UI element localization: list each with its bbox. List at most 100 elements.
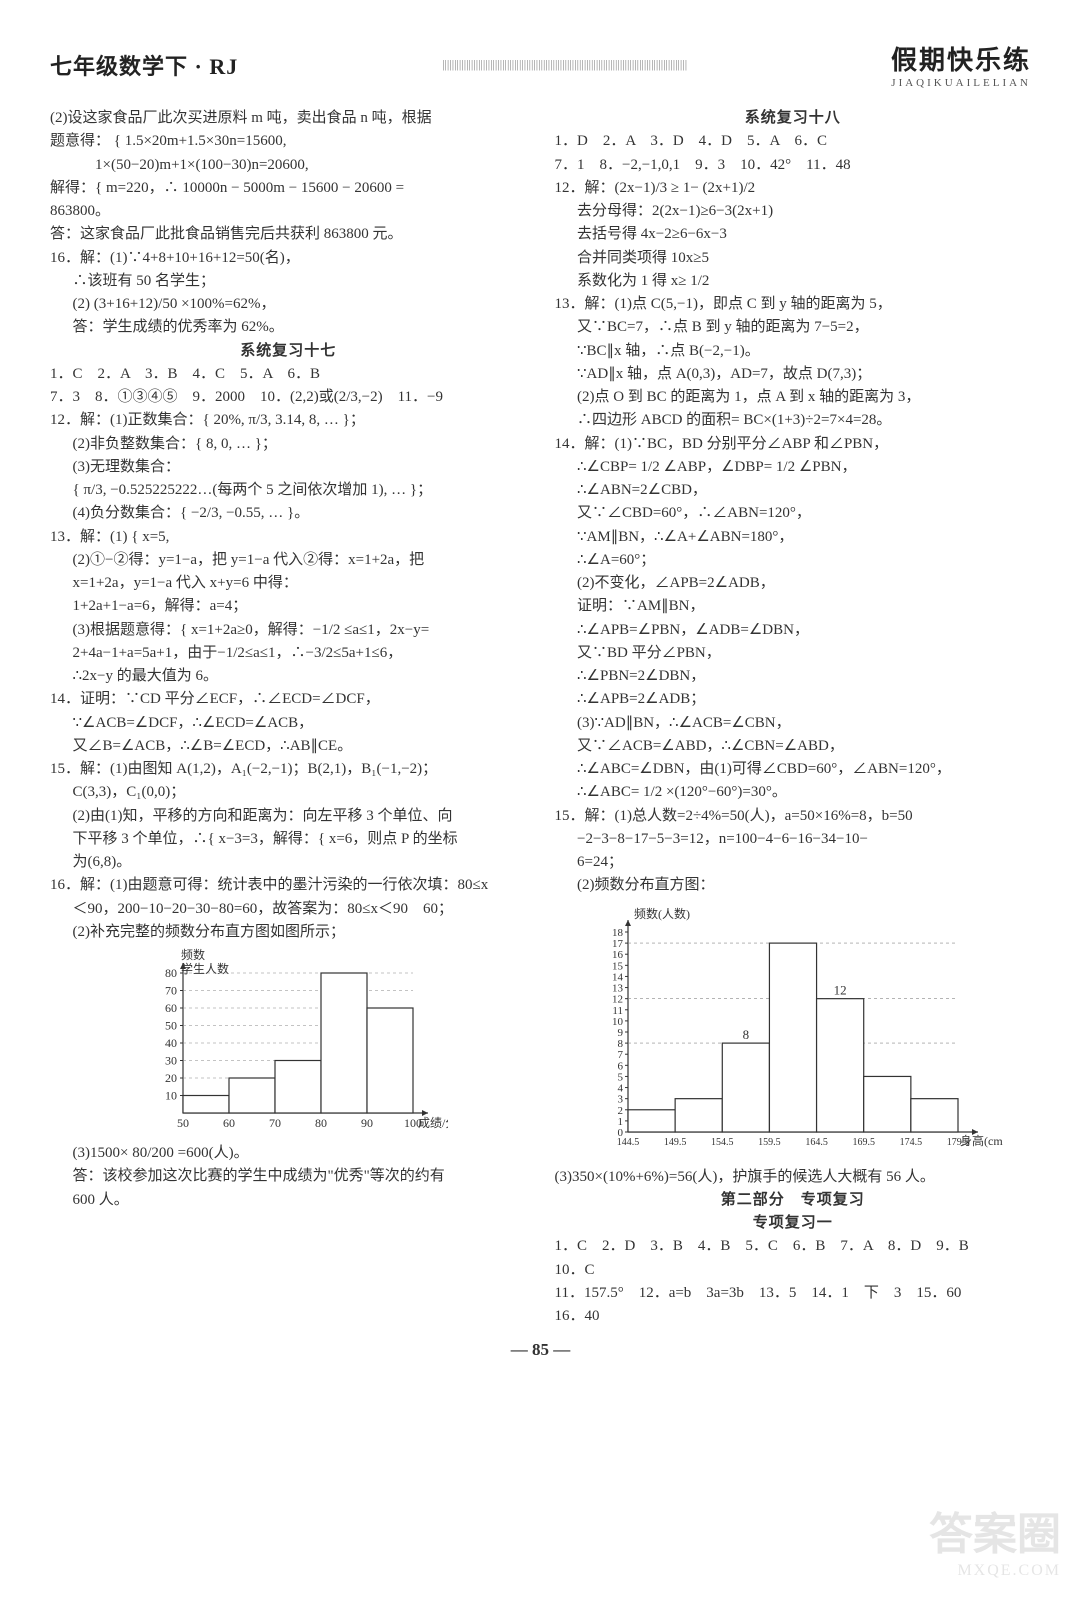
text-line: ∴∠ABC=∠DBN，由(1)可得∠CBD=60°，∠ABN=120°， [555, 758, 1032, 781]
section-title-sub1: 专项复习一 [555, 1212, 1032, 1235]
svg-text:169.5: 169.5 [852, 1137, 875, 1148]
left-column: (2)设这家食品厂此次买进原料 m 吨，卖出食品 n 吨，根据 题意得： { 1… [50, 107, 527, 1328]
text-line: 1．D 2．A 3．D 4．D 5．A 6．C [555, 130, 1032, 153]
text-line: 1+2a+1−a=6，解得：a=4； [50, 595, 527, 618]
text-line: (4)负分数集合：{ −2/3, −0.55, … }。 [50, 502, 527, 525]
text-line: { π/3, −0.525225222…(每两个 5 之间依次增加 1), … … [50, 479, 527, 502]
text-line: (3)无理数集合： [50, 456, 527, 479]
text-line: 15．解：(1)总人数=2÷4%=50(人)，a=50×16%=8，b=50 [555, 805, 1032, 828]
svg-text:50: 50 [177, 1116, 189, 1130]
svg-text:6: 6 [617, 1060, 623, 1072]
svg-text:144.5: 144.5 [617, 1137, 640, 1148]
text-line: 去括号得 4x−2≥6−6x−3 [555, 223, 1032, 246]
svg-text:3: 3 [617, 1093, 623, 1105]
text-line: 题意得： { 1.5×20m+1.5×30n=15600, [50, 130, 527, 153]
svg-text:12: 12 [833, 982, 846, 997]
svg-text:60: 60 [165, 1001, 177, 1015]
text-line: 1×(50−20)m+1×(100−30)n=20600, [50, 154, 527, 177]
text-line: −2−3−8−17−5−3=12，n=100−4−6−16−34−10− [555, 828, 1032, 851]
header-title-right: 假期快乐练 JIAQIKUAILELIAN [891, 40, 1031, 89]
text-line: ∴2x−y 的最大值为 6。 [50, 665, 527, 688]
svg-text:8: 8 [742, 1027, 749, 1042]
svg-text:60: 60 [223, 1116, 235, 1130]
text-line: x=1+2a，y=1−a 代入 x+y=6 中得： [50, 572, 527, 595]
text-line: (2)不变化，∠APB=2∠ADB， [555, 572, 1032, 595]
text-line: 6=24； [555, 851, 1032, 874]
section-title-part2: 第二部分 专项复习 [555, 1189, 1032, 1212]
content-columns: (2)设这家食品厂此次买进原料 m 吨，卖出食品 n 吨，根据 题意得： { 1… [50, 107, 1031, 1328]
svg-text:70: 70 [165, 984, 177, 998]
svg-text:12: 12 [612, 993, 623, 1005]
text-span: 题意得： [50, 133, 110, 149]
text-line: 证明：∵AM∥BN， [555, 595, 1032, 618]
svg-text:80: 80 [315, 1116, 327, 1130]
svg-text:30: 30 [165, 1054, 177, 1068]
text-line: 15．解：(1)由图知 A(1,2)，A₁(−2,−1)；B(2,1)，B₁(−… [50, 758, 527, 781]
svg-text:90: 90 [361, 1116, 373, 1130]
text-line: 13．解：(1)点 C(5,−1)，即点 C 到 y 轴的距离为 5， [555, 293, 1032, 316]
svg-text:10: 10 [612, 1015, 624, 1027]
svg-text:学生人数: 学生人数 [181, 961, 229, 976]
page-header: 七年级数学下 · RJ ||||||||||||||||||||||||||||… [50, 40, 1031, 89]
svg-text:频数: 频数 [181, 948, 205, 962]
text-line: (3)1500× 80/200 =600(人)。 [50, 1142, 527, 1165]
text-line: 去分母得：2(2x−1)≥6−3(2x+1) [555, 200, 1032, 223]
text-line: (3)350×(10%+6%)=56(人)，护旗手的候选人大概有 56 人。 [555, 1166, 1032, 1189]
svg-text:4: 4 [617, 1082, 623, 1094]
text-line: ∵AD∥x 轴，点 A(0,3)，AD=7，故点 D(7,3)； [555, 363, 1032, 386]
text-line: 14．证明：∵CD 平分∠ECF，∴∠ECD=∠DCF， [50, 688, 527, 711]
text-line: C(3,3)，C₁(0,0)； [50, 781, 527, 804]
svg-text:成绩/分: 成绩/分 [418, 1116, 448, 1130]
text-line: 又∵∠ACB=∠ABD，∴∠CBN=∠ABD， [555, 735, 1032, 758]
text-line: ∵AM∥BN，∴∠A+∠ABN=180°， [555, 526, 1032, 549]
text-span: { 1.5×20m+1.5×30n=15600, [114, 133, 287, 149]
text-line: ＜90，200−10−20−30−80=60，故答案为：80≤x＜90 60； [50, 898, 527, 921]
text-line: ∴∠PBN=2∠DBN， [555, 665, 1032, 688]
text-line: 7．3 8．①③④⑤ 9．2000 10．(2,2)或(2/3,−2) 11．−… [50, 386, 527, 409]
text-line: 又∵BD 平分∠PBN， [555, 642, 1032, 665]
text-line: 600 人。 [50, 1189, 527, 1212]
text-line: 1．C 2．D 3．B 4．B 5．C 6．B 7．A 8．D 9．B [555, 1235, 1032, 1258]
text-line: 12．解：(2x−1)/3 ≥ 1− (2x+1)/2 [555, 177, 1032, 200]
text-line: 合并同类项得 10x≥5 [555, 247, 1032, 270]
text-line: 解得：{ m=220，∴ 10000n − 5000m − 15600 − 20… [50, 177, 527, 200]
svg-text:2: 2 [617, 1104, 623, 1116]
text-line: ∴该班有 50 名学生； [50, 270, 527, 293]
chart-left-histogram: 10203040506070805060708090100成绩/分频数学生人数 [128, 948, 448, 1138]
svg-text:20: 20 [165, 1071, 177, 1085]
header-title-left: 七年级数学下 · RJ [50, 49, 238, 81]
text-line: ∴∠APB=2∠ADB； [555, 688, 1032, 711]
text-line: 又∵BC=7，∴点 B 到 y 轴的距离为 7−5=2， [555, 316, 1032, 339]
watermark-big: 答案圈 [929, 1498, 1061, 1562]
text-line: (2)频数分布直方图： [555, 874, 1032, 897]
watermark-small: MXQE.COM [929, 1562, 1061, 1580]
text-line: ∴∠A=60°； [555, 549, 1032, 572]
svg-text:13: 13 [612, 982, 624, 994]
text-line: 为(6,8)。 [50, 851, 527, 874]
text-line: (2)补充完整的频数分布直方图如图所示； [50, 921, 527, 944]
text-line: (2)点 O 到 BC 的距离为 1，点 A 到 x 轴的距离为 3， [555, 386, 1032, 409]
svg-text:9: 9 [617, 1027, 623, 1039]
section-title-18: 系统复习十八 [555, 107, 1032, 130]
section-title-17: 系统复习十七 [50, 340, 527, 363]
text-line: 13．解：(1) { x=5, [50, 526, 527, 549]
svg-text:164.5: 164.5 [805, 1137, 828, 1148]
svg-text:18: 18 [612, 927, 624, 939]
text-line: (2)非负整数集合：{ 8, 0, … }； [50, 433, 527, 456]
svg-text:174.5: 174.5 [899, 1137, 922, 1148]
svg-text:154.5: 154.5 [711, 1137, 734, 1148]
svg-text:身高(cm): 身高(cm) [960, 1133, 1003, 1148]
svg-text:频数(人数): 频数(人数) [634, 906, 690, 921]
page-number: — 85 — [50, 1340, 1031, 1360]
right-column: 系统复习十八 1．D 2．A 3．D 4．D 5．A 6．C 7．1 8．−2,… [555, 107, 1032, 1328]
text-line: (2) (3+16+12)/50 ×100%=62%， [50, 293, 527, 316]
text-line: ∴∠ABC= 1/2 ×(120°−60°)=30°。 [555, 781, 1032, 804]
brand-pinyin: JIAQIKUAILELIAN [891, 77, 1031, 89]
text-line: (2)设这家食品厂此次买进原料 m 吨，卖出食品 n 吨，根据 [50, 107, 527, 130]
svg-text:159.5: 159.5 [758, 1137, 781, 1148]
svg-text:11: 11 [612, 1004, 623, 1016]
watermark: 答案圈 MXQE.COM [929, 1498, 1061, 1580]
svg-text:70: 70 [269, 1116, 281, 1130]
text-line: ∴∠ABN=2∠CBD， [555, 479, 1032, 502]
text-line: 14．解：(1)∵BC，BD 分别平分∠ABP 和∠PBN， [555, 433, 1032, 456]
